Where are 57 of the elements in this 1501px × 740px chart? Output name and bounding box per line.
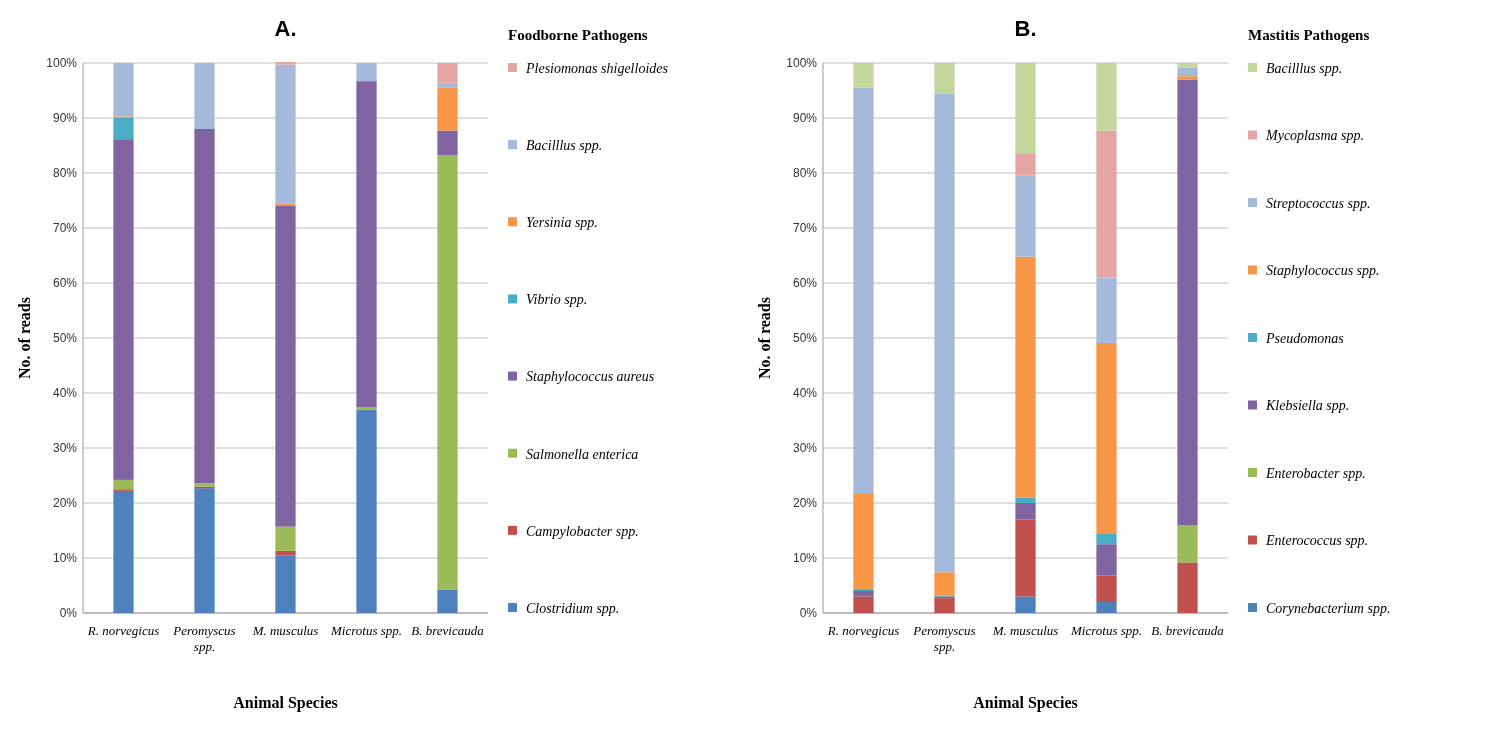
x-tick-label: R. norvegicus (826, 623, 900, 638)
y-tick-label: 100% (46, 56, 78, 71)
y-tick-label: 90% (792, 111, 818, 126)
legend-label: Salmonella enterica (526, 446, 639, 462)
legend-title: Foodborne Pathogens (508, 27, 648, 43)
legend-label: Staphylococcus spp. (1266, 263, 1380, 279)
y-tick-label: 0% (799, 606, 818, 621)
x-tick-label: M. musculus (991, 623, 1059, 638)
x-tick-label: Microtus spp. (329, 623, 403, 638)
x-tick-label: B. brevicauda (1151, 623, 1225, 638)
y-tick-label: 40% (52, 386, 78, 401)
legend-label: Yersinia spp. (526, 215, 598, 231)
y-tick-label: 90% (52, 111, 78, 126)
x-tick-label: Peromyscus spp. (172, 623, 236, 654)
y-tick-label: 60% (792, 276, 818, 291)
y-tick-label: 50% (52, 331, 78, 346)
y-tick-label: 80% (792, 166, 818, 181)
x-axis-title: Animal Species (233, 694, 338, 712)
legend-label: Clostridium spp. (526, 600, 620, 616)
y-tick-label: 60% (52, 276, 78, 291)
legend-label: Enterococcus spp. (1265, 533, 1369, 549)
legend-label: Mycoplasma spp. (1265, 128, 1364, 144)
y-tick-label: 50% (792, 331, 818, 346)
legend-title: Mastitis Pathogens (1248, 27, 1370, 43)
legend-label: Klebsiella spp. (1265, 398, 1350, 414)
y-tick-label: 70% (52, 221, 78, 236)
y-axis-title: No. of reads (756, 297, 773, 379)
legend-label: Streptococcus spp. (1266, 195, 1371, 211)
y-tick-label: 20% (52, 496, 78, 511)
x-tick-label: R. norvegicus (86, 623, 160, 638)
y-tick-label: 0% (59, 606, 78, 621)
y-tick-label: 30% (792, 441, 818, 456)
y-tick-label: 30% (52, 441, 78, 456)
legend-label: Plesiomonas shigelloides (525, 60, 669, 76)
legend-label: Staphylococcus aureus (526, 369, 655, 385)
legend-label: Bacilllus spp. (526, 138, 603, 154)
chart-title: A. (274, 16, 297, 41)
legend-label: Bacilllus spp. (1266, 60, 1343, 76)
x-tick-label: B. brevicauda (411, 623, 485, 638)
legend-label: Vibrio spp. (526, 292, 588, 308)
y-tick-label: 10% (792, 551, 818, 566)
legend-label: Pseudomonas (1265, 330, 1345, 346)
y-tick-label: 70% (792, 221, 818, 236)
x-tick-label: M. musculus (251, 623, 319, 638)
x-tick-label: Microtus spp. (1069, 623, 1143, 638)
x-tick-label: Peromyscus spp. (912, 623, 976, 654)
chart-title: B. (1014, 16, 1037, 41)
y-tick-label: 20% (792, 496, 818, 511)
legend-label: Corynebacterium spp. (1266, 600, 1391, 616)
y-tick-label: 10% (52, 551, 78, 566)
y-tick-label: 80% (52, 166, 78, 181)
legend-label: Campylobacter spp. (526, 523, 639, 539)
y-tick-label: 100% (786, 56, 818, 71)
y-tick-label: 40% (792, 386, 818, 401)
y-axis-title: No. of reads (16, 297, 33, 379)
x-axis-title: Animal Species (973, 694, 1078, 712)
legend-label: Enterobacter spp. (1265, 465, 1366, 481)
